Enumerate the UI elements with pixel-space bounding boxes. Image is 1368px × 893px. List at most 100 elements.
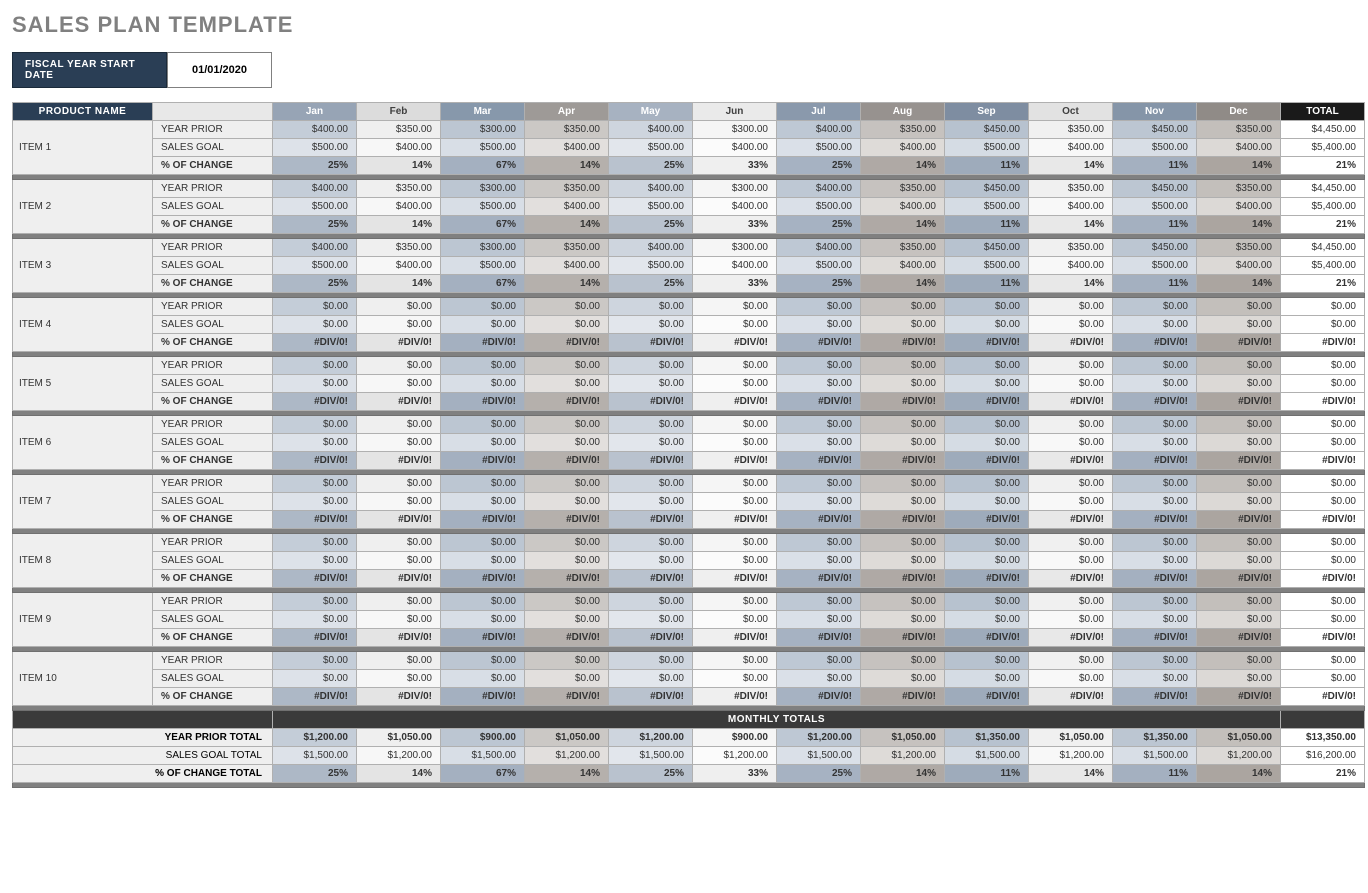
cell-year-prior[interactable]: $300.00 [441,239,525,257]
cell-year-prior[interactable]: $0.00 [1029,593,1113,611]
cell-sales-goal[interactable]: $0.00 [1113,552,1197,570]
cell-sales-goal[interactable]: $400.00 [357,198,441,216]
cell-sales-goal[interactable]: $400.00 [525,139,609,157]
item-name[interactable]: ITEM 8 [13,534,153,588]
cell-sales-goal[interactable]: $0.00 [1029,611,1113,629]
cell-sales-goal[interactable]: $0.00 [525,375,609,393]
cell-year-prior[interactable]: $450.00 [945,180,1029,198]
item-name[interactable]: ITEM 4 [13,298,153,352]
cell-sales-goal[interactable]: $400.00 [693,257,777,275]
cell-sales-goal[interactable]: $400.00 [1197,198,1281,216]
cell-year-prior[interactable]: $0.00 [693,357,777,375]
cell-year-prior[interactable]: $0.00 [693,652,777,670]
cell-sales-goal[interactable]: $0.00 [861,493,945,511]
cell-year-prior[interactable]: $0.00 [945,416,1029,434]
cell-sales-goal[interactable]: $0.00 [1197,434,1281,452]
cell-sales-goal[interactable]: $500.00 [441,139,525,157]
cell-year-prior[interactable]: $0.00 [1197,416,1281,434]
cell-year-prior[interactable]: $0.00 [357,593,441,611]
cell-sales-goal[interactable]: $0.00 [777,611,861,629]
cell-sales-goal[interactable]: $500.00 [441,198,525,216]
cell-year-prior[interactable]: $0.00 [1029,534,1113,552]
cell-year-prior[interactable]: $0.00 [273,416,357,434]
cell-year-prior[interactable]: $400.00 [777,121,861,139]
cell-year-prior[interactable]: $0.00 [1113,475,1197,493]
cell-sales-goal[interactable]: $0.00 [777,375,861,393]
cell-sales-goal[interactable]: $0.00 [777,434,861,452]
cell-sales-goal[interactable]: $500.00 [441,257,525,275]
cell-year-prior[interactable]: $350.00 [357,180,441,198]
cell-sales-goal[interactable]: $500.00 [1113,198,1197,216]
cell-sales-goal[interactable]: $0.00 [693,434,777,452]
cell-year-prior[interactable]: $350.00 [861,239,945,257]
cell-year-prior[interactable]: $0.00 [357,534,441,552]
cell-year-prior[interactable]: $0.00 [441,298,525,316]
cell-year-prior[interactable]: $0.00 [273,475,357,493]
cell-sales-goal[interactable]: $0.00 [1197,611,1281,629]
cell-sales-goal[interactable]: $0.00 [609,316,693,334]
cell-sales-goal[interactable]: $0.00 [1113,316,1197,334]
cell-sales-goal[interactable]: $0.00 [441,493,525,511]
cell-year-prior[interactable]: $0.00 [1113,298,1197,316]
cell-sales-goal[interactable]: $400.00 [693,198,777,216]
cell-year-prior[interactable]: $0.00 [693,475,777,493]
cell-sales-goal[interactable]: $0.00 [693,493,777,511]
cell-sales-goal[interactable]: $0.00 [357,611,441,629]
cell-year-prior[interactable]: $0.00 [525,475,609,493]
cell-sales-goal[interactable]: $500.00 [777,139,861,157]
cell-sales-goal[interactable]: $0.00 [945,434,1029,452]
cell-sales-goal[interactable]: $0.00 [1113,434,1197,452]
cell-sales-goal[interactable]: $0.00 [1029,552,1113,570]
cell-sales-goal[interactable]: $0.00 [777,316,861,334]
cell-year-prior[interactable]: $0.00 [609,534,693,552]
cell-year-prior[interactable]: $0.00 [777,298,861,316]
cell-sales-goal[interactable]: $500.00 [273,198,357,216]
cell-sales-goal[interactable]: $0.00 [1113,670,1197,688]
cell-sales-goal[interactable]: $0.00 [1029,434,1113,452]
cell-year-prior[interactable]: $0.00 [777,475,861,493]
cell-year-prior[interactable]: $0.00 [525,416,609,434]
item-name[interactable]: ITEM 2 [13,180,153,234]
cell-year-prior[interactable]: $0.00 [861,475,945,493]
cell-year-prior[interactable]: $0.00 [777,416,861,434]
cell-sales-goal[interactable]: $400.00 [693,139,777,157]
cell-sales-goal[interactable]: $0.00 [441,611,525,629]
cell-year-prior[interactable]: $450.00 [945,121,1029,139]
cell-sales-goal[interactable]: $0.00 [945,493,1029,511]
cell-year-prior[interactable]: $300.00 [693,121,777,139]
cell-year-prior[interactable]: $0.00 [945,593,1029,611]
cell-sales-goal[interactable]: $0.00 [1029,316,1113,334]
cell-year-prior[interactable]: $0.00 [693,534,777,552]
cell-sales-goal[interactable]: $0.00 [861,375,945,393]
cell-sales-goal[interactable]: $0.00 [1029,375,1113,393]
cell-sales-goal[interactable]: $0.00 [1197,316,1281,334]
cell-sales-goal[interactable]: $0.00 [945,552,1029,570]
cell-year-prior[interactable]: $0.00 [1029,298,1113,316]
cell-year-prior[interactable]: $0.00 [273,357,357,375]
cell-year-prior[interactable]: $0.00 [1197,652,1281,670]
cell-sales-goal[interactable]: $500.00 [945,198,1029,216]
cell-year-prior[interactable]: $0.00 [1197,534,1281,552]
cell-year-prior[interactable]: $350.00 [357,239,441,257]
cell-year-prior[interactable]: $0.00 [1197,593,1281,611]
cell-year-prior[interactable]: $450.00 [1113,239,1197,257]
cell-sales-goal[interactable]: $0.00 [693,316,777,334]
cell-year-prior[interactable]: $450.00 [1113,180,1197,198]
cell-sales-goal[interactable]: $0.00 [1197,493,1281,511]
cell-sales-goal[interactable]: $500.00 [777,257,861,275]
cell-year-prior[interactable]: $0.00 [861,652,945,670]
item-name[interactable]: ITEM 9 [13,593,153,647]
cell-sales-goal[interactable]: $0.00 [357,316,441,334]
cell-year-prior[interactable]: $0.00 [945,534,1029,552]
cell-year-prior[interactable]: $0.00 [357,357,441,375]
cell-year-prior[interactable]: $0.00 [777,593,861,611]
cell-sales-goal[interactable]: $0.00 [861,552,945,570]
cell-sales-goal[interactable]: $0.00 [609,493,693,511]
cell-sales-goal[interactable]: $0.00 [861,316,945,334]
cell-sales-goal[interactable]: $0.00 [609,611,693,629]
cell-sales-goal[interactable]: $0.00 [609,375,693,393]
cell-year-prior[interactable]: $0.00 [945,652,1029,670]
cell-year-prior[interactable]: $0.00 [357,416,441,434]
cell-sales-goal[interactable]: $0.00 [441,552,525,570]
cell-year-prior[interactable]: $0.00 [1113,416,1197,434]
